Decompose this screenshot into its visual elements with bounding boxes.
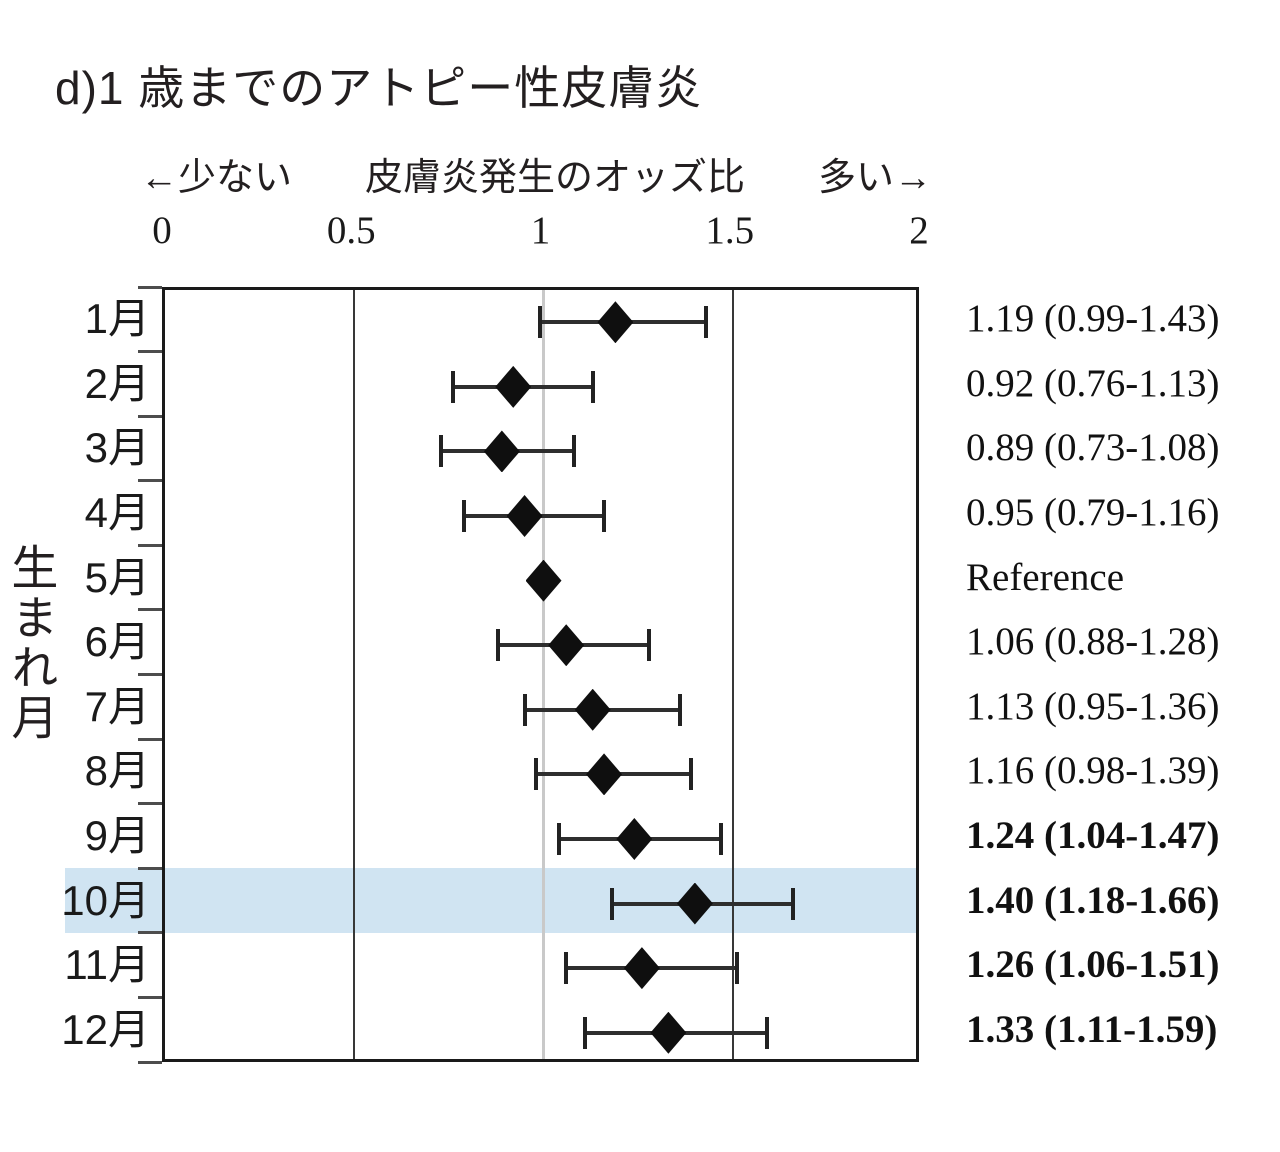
or-diamond-marker [483,430,520,473]
or-value-label: 1.06 (0.88-1.28) [966,620,1220,664]
or-value-label: 0.89 (0.73-1.08) [966,426,1220,470]
x-tick-label: 0.5 [326,209,376,252]
x-tick-label: 2 [909,209,929,252]
month-label: 9月 [84,811,150,859]
x-axis-label: 皮膚炎発生のオッズ比 [364,157,745,199]
y-axis-tick [138,931,162,935]
error-bar-cap-left [556,822,561,855]
error-bar-cap-right [764,1016,769,1049]
error-bar-cap-right [719,822,724,855]
or-value-label: 1.16 (0.98-1.39) [966,749,1220,793]
y-axis-tick [138,1060,162,1064]
month-label: 6月 [84,618,150,666]
error-bar-cap-right [590,370,595,403]
x-tick-label: 1 [530,209,551,252]
or-value-label: 0.92 (0.76-1.13) [966,361,1220,405]
or-value-label: 1.33 (1.11-1.59) [966,1007,1218,1051]
y-axis-tick [138,673,162,676]
or-diamond-marker [676,882,713,925]
or-diamond-marker [597,301,634,344]
error-bar-cap-left [450,370,455,403]
or-value-label: 1.40 (1.18-1.66) [966,878,1220,922]
x-tick-label: 0 [152,209,172,252]
month-label: 12月 [61,1005,150,1053]
x-axis-header-right-arrow: 多い→ [817,157,932,199]
figure-title: d)1 歳までのアトピー性皮膚炎 [55,62,703,114]
y-axis-tick [138,608,162,612]
error-bar-cap-right [689,758,694,791]
x-axis-header-left-arrow: ←少ない [140,157,293,199]
y-axis-tick [138,479,162,483]
month-label: 11月 [64,941,150,989]
y-axis-tick [138,802,162,806]
month-label: 8月 [84,747,150,795]
error-bar-cap-left [522,693,527,726]
month-label: 3月 [84,424,150,472]
error-bar-cap-right [704,306,709,339]
y-axis-tick [138,285,162,289]
month-label: 1月 [84,295,150,343]
error-bar-cap-right [677,693,682,726]
gridline-dark [731,290,734,1059]
error-bar-cap-right [602,500,607,533]
or-diamond-marker [574,688,611,731]
month-label: 5月 [84,553,150,601]
x-tick-label: 1.5 [705,209,755,252]
error-bar-cap-right [571,435,576,468]
or-value-label: 1.13 (0.95-1.36) [966,684,1220,728]
or-diamond-marker [616,817,653,860]
or-value-label: 1.26 (1.06-1.51) [966,943,1220,987]
error-bar-cap-right [791,887,796,920]
gridline-reference [542,290,545,1059]
y-axis-tick [138,350,162,354]
error-bar-cap-left [583,1016,588,1049]
or-diamond-marker [650,1011,687,1054]
or-diamond-marker [506,495,543,538]
y-axis-tick [138,866,162,870]
or-diamond-marker [525,559,562,602]
gridline-dark [353,290,356,1059]
y-axis-tick [138,543,162,547]
error-bar-cap-left [564,952,569,985]
or-diamond-marker [586,753,623,796]
or-value-label: 1.19 (0.99-1.43) [966,297,1220,341]
month-label: 4月 [84,489,150,537]
month-label: 7月 [84,682,150,730]
highlight-band [65,868,919,933]
error-bar-cap-right [734,952,739,985]
or-diamond-marker [548,624,585,667]
error-bar-cap-left [609,887,614,920]
error-bar-cap-left [496,629,501,662]
x-axis-header: ←少ない 皮膚炎発生のオッズ比 多い→ [140,146,932,201]
error-bar-cap-left [462,500,466,533]
month-label: 2月 [84,359,150,407]
y-axis-tick [138,414,162,418]
y-axis-tick [138,995,162,999]
or-value-label: 1.24 (1.04-1.47) [966,813,1220,857]
y-axis-tick [138,737,162,741]
error-bar-cap-left [439,435,444,468]
or-diamond-marker [495,365,532,408]
or-diamond-marker [623,947,660,990]
error-bar-cap-left [533,758,538,791]
plot-area [162,287,919,1062]
or-value-label: 0.95 (0.79-1.16) [966,491,1220,535]
error-bar-cap-right [647,629,652,662]
error-bar-cap-left [537,306,542,339]
or-value-label: Reference [966,555,1125,599]
y-axis-title: 生まれ月 [4,543,58,743]
month-label: 10月 [61,876,150,924]
